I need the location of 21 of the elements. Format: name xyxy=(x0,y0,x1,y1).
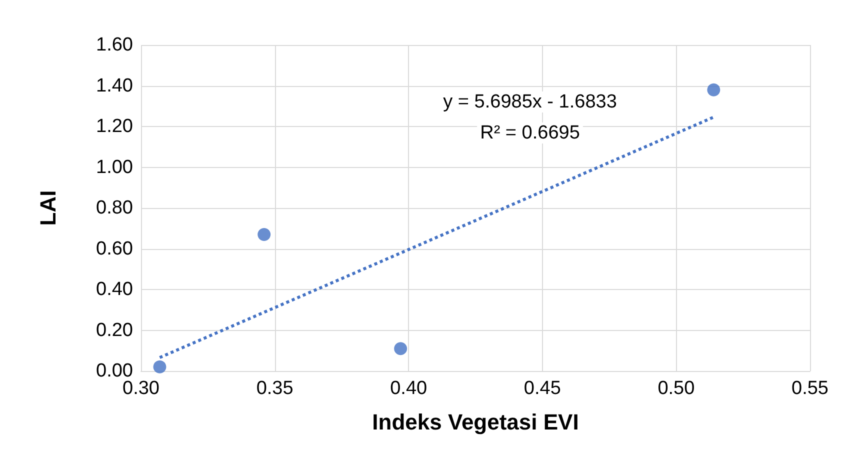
point xyxy=(258,228,271,241)
y-tick-label: 0.40 xyxy=(96,279,133,300)
y-tick-label: 1.60 xyxy=(96,34,133,56)
x-axis-title: Indeks Vegetasi EVI xyxy=(372,410,579,434)
y-tick-label: 0.60 xyxy=(96,238,133,260)
y-tick-label: 1.20 xyxy=(96,116,133,137)
point xyxy=(394,342,408,356)
x-tick-label: 0.40 xyxy=(390,378,428,399)
annotation: R² = 0.6695 xyxy=(480,122,580,144)
y-tick-label: 1.00 xyxy=(96,156,133,178)
x-tick-label: 0.50 xyxy=(658,378,695,399)
x-tick-label: 0.35 xyxy=(256,378,294,399)
point xyxy=(153,360,166,374)
x-tick-label: 0.45 xyxy=(524,378,561,399)
x-tick-label: 0.55 xyxy=(792,378,828,399)
y-axis-title: LAI xyxy=(36,190,60,226)
y-tick-label: 1.40 xyxy=(96,75,133,96)
point xyxy=(707,83,720,96)
y-tick-label: 0.80 xyxy=(96,198,133,218)
annotation: y = 5.6985x - 1.6833 xyxy=(443,92,617,112)
y-tick-label: 0.20 xyxy=(96,320,133,341)
